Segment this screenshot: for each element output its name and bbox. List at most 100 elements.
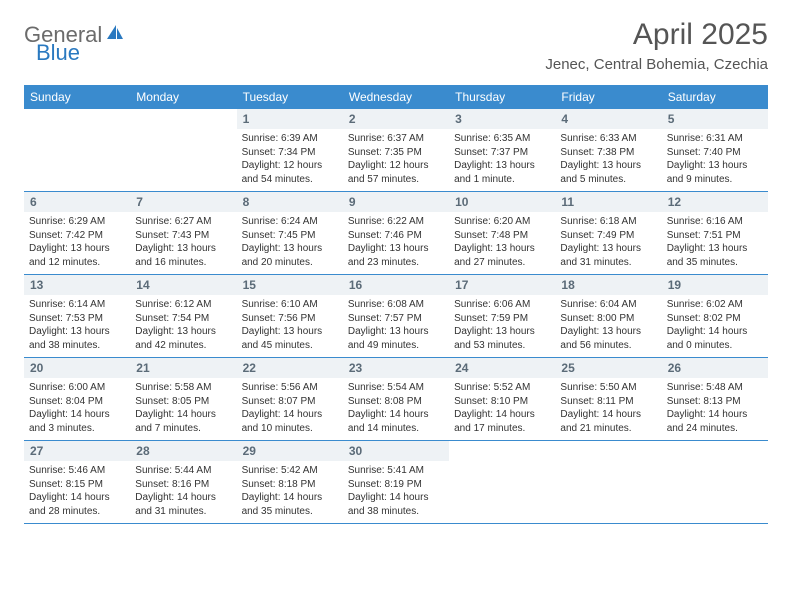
day-cell: 19 Sunrise: 6:02 AMSunset: 8:02 PMDayligh… (662, 275, 768, 357)
sunset-text: Sunset: 7:42 PM (29, 229, 125, 243)
day-content: Sunrise: 6:12 AMSunset: 7:54 PMDaylight:… (130, 295, 236, 357)
logo-blue-wrap: Blue (38, 40, 80, 66)
day-number: 8 (237, 192, 343, 212)
day-content: Sunrise: 6:39 AMSunset: 7:34 PMDaylight:… (237, 129, 343, 191)
day-cell: 26Sunrise: 5:48 AMSunset: 8:13 PMDayligh… (662, 358, 768, 440)
sunset-text: Sunset: 7:38 PM (560, 146, 656, 160)
day-cell: 24Sunrise: 5:52 AMSunset: 8:10 PMDayligh… (449, 358, 555, 440)
page-header: General April 2025 Jenec, Central Bohemi… (24, 18, 768, 73)
sunrise-text: Sunrise: 6:35 AM (454, 132, 550, 146)
sunset-text: Sunset: 7:46 PM (348, 229, 444, 243)
sunset-text: Sunset: 8:00 PM (560, 312, 656, 326)
sunset-text: Sunset: 8:11 PM (560, 395, 656, 409)
day-cell: 12Sunrise: 6:16 AMSunset: 7:51 PMDayligh… (662, 192, 768, 274)
day-number: 19 (662, 275, 768, 295)
day-number: 23 (343, 358, 449, 378)
day-content: Sunrise: 6:06 AMSunset: 7:59 PMDaylight:… (449, 295, 555, 357)
sunset-text: Sunset: 8:02 PM (667, 312, 763, 326)
week-row: 27Sunrise: 5:46 AMSunset: 8:15 PMDayligh… (24, 441, 768, 524)
day-number: 11 (555, 192, 661, 212)
month-title: April 2025 (545, 18, 768, 52)
day-number: 3 (449, 109, 555, 129)
day-content: Sunrise: 5:42 AMSunset: 8:18 PMDaylight:… (237, 461, 343, 523)
daylight-text: Daylight: 13 hours and 35 minutes. (667, 242, 763, 269)
day-content: Sunrise: 6:04 AMSunset: 8:00 PMDaylight:… (555, 295, 661, 357)
sunset-text: Sunset: 7:54 PM (135, 312, 231, 326)
sunset-text: Sunset: 7:37 PM (454, 146, 550, 160)
calendar: SundayMondayTuesdayWednesdayThursdayFrid… (24, 85, 768, 524)
weekday-header-cell: Tuesday (237, 85, 343, 109)
daylight-text: Daylight: 13 hours and 49 minutes. (348, 325, 444, 352)
sunrise-text: Sunrise: 6:08 AM (348, 298, 444, 312)
daylight-text: Daylight: 13 hours and 9 minutes. (667, 159, 763, 186)
day-cell: 18Sunrise: 6:04 AMSunset: 8:00 PMDayligh… (555, 275, 661, 357)
day-cell: 9Sunrise: 6:22 AMSunset: 7:46 PMDaylight… (343, 192, 449, 274)
sunset-text: Sunset: 7:59 PM (454, 312, 550, 326)
day-cell: 28Sunrise: 5:44 AMSunset: 8:16 PMDayligh… (130, 441, 236, 523)
sunrise-text: Sunrise: 6:04 AM (560, 298, 656, 312)
daylight-text: Daylight: 12 hours and 57 minutes. (348, 159, 444, 186)
day-number: 29 (237, 441, 343, 461)
day-content: Sunrise: 6:37 AMSunset: 7:35 PMDaylight:… (343, 129, 449, 191)
day-number: 17 (449, 275, 555, 295)
day-cell: 22Sunrise: 5:56 AMSunset: 8:07 PMDayligh… (237, 358, 343, 440)
daylight-text: Daylight: 14 hours and 14 minutes. (348, 408, 444, 435)
day-cell: 25Sunrise: 5:50 AMSunset: 8:11 PMDayligh… (555, 358, 661, 440)
day-content: Sunrise: 5:46 AMSunset: 8:15 PMDaylight:… (24, 461, 130, 523)
sunrise-text: Sunrise: 6:29 AM (29, 215, 125, 229)
daylight-text: Daylight: 14 hours and 3 minutes. (29, 408, 125, 435)
day-content: Sunrise: 5:41 AMSunset: 8:19 PMDaylight:… (343, 461, 449, 523)
location-subtitle: Jenec, Central Bohemia, Czechia (545, 56, 768, 73)
day-number: 30 (343, 441, 449, 461)
weekday-header-cell: Monday (130, 85, 236, 109)
sunrise-text: Sunrise: 6:16 AM (667, 215, 763, 229)
weeks-container: 1Sunrise: 6:39 AMSunset: 7:34 PMDaylight… (24, 109, 768, 524)
day-number: 10 (449, 192, 555, 212)
day-cell: 14Sunrise: 6:12 AMSunset: 7:54 PMDayligh… (130, 275, 236, 357)
day-number: 27 (24, 441, 130, 461)
sunrise-text: Sunrise: 6:33 AM (560, 132, 656, 146)
daylight-text: Daylight: 14 hours and 24 minutes. (667, 408, 763, 435)
week-row: 20Sunrise: 6:00 AMSunset: 8:04 PMDayligh… (24, 358, 768, 441)
daylight-text: Daylight: 14 hours and 10 minutes. (242, 408, 338, 435)
sunset-text: Sunset: 7:49 PM (560, 229, 656, 243)
day-content: Sunrise: 6:33 AMSunset: 7:38 PMDaylight:… (555, 129, 661, 191)
weekday-header-cell: Wednesday (343, 85, 449, 109)
empty-day-cell (449, 441, 555, 523)
daylight-text: Daylight: 13 hours and 16 minutes. (135, 242, 231, 269)
day-content: Sunrise: 6:10 AMSunset: 7:56 PMDaylight:… (237, 295, 343, 357)
daylight-text: Daylight: 13 hours and 45 minutes. (242, 325, 338, 352)
daylight-text: Daylight: 13 hours and 56 minutes. (560, 325, 656, 352)
day-cell: 11Sunrise: 6:18 AMSunset: 7:49 PMDayligh… (555, 192, 661, 274)
empty-day-cell (555, 441, 661, 523)
day-cell: 2Sunrise: 6:37 AMSunset: 7:35 PMDaylight… (343, 109, 449, 191)
sunrise-text: Sunrise: 6:02 AM (667, 298, 763, 312)
daylight-text: Daylight: 14 hours and 28 minutes. (29, 491, 125, 518)
day-content: Sunrise: 6:24 AMSunset: 7:45 PMDaylight:… (237, 212, 343, 274)
day-content: Sunrise: 6:27 AMSunset: 7:43 PMDaylight:… (130, 212, 236, 274)
weekday-header-cell: Saturday (662, 85, 768, 109)
empty-day-cell (24, 109, 130, 191)
day-cell: 10Sunrise: 6:20 AMSunset: 7:48 PMDayligh… (449, 192, 555, 274)
sunset-text: Sunset: 7:48 PM (454, 229, 550, 243)
sunset-text: Sunset: 8:16 PM (135, 478, 231, 492)
sunset-text: Sunset: 8:05 PM (135, 395, 231, 409)
day-number: 21 (130, 358, 236, 378)
daylight-text: Daylight: 14 hours and 0 minutes. (667, 325, 763, 352)
day-cell: 15Sunrise: 6:10 AMSunset: 7:56 PMDayligh… (237, 275, 343, 357)
day-number: 25 (555, 358, 661, 378)
sunrise-text: Sunrise: 6:27 AM (135, 215, 231, 229)
day-number: 22 (237, 358, 343, 378)
day-cell: 8Sunrise: 6:24 AMSunset: 7:45 PMDaylight… (237, 192, 343, 274)
daylight-text: Daylight: 12 hours and 54 minutes. (242, 159, 338, 186)
daylight-text: Daylight: 14 hours and 38 minutes. (348, 491, 444, 518)
day-content: Sunrise: 5:56 AMSunset: 8:07 PMDaylight:… (237, 378, 343, 440)
sunrise-text: Sunrise: 5:41 AM (348, 464, 444, 478)
sunset-text: Sunset: 8:04 PM (29, 395, 125, 409)
sunrise-text: Sunrise: 5:54 AM (348, 381, 444, 395)
day-number: 9 (343, 192, 449, 212)
week-row: 6Sunrise: 6:29 AMSunset: 7:42 PMDaylight… (24, 192, 768, 275)
daylight-text: Daylight: 13 hours and 20 minutes. (242, 242, 338, 269)
sunset-text: Sunset: 7:53 PM (29, 312, 125, 326)
day-number: 4 (555, 109, 661, 129)
